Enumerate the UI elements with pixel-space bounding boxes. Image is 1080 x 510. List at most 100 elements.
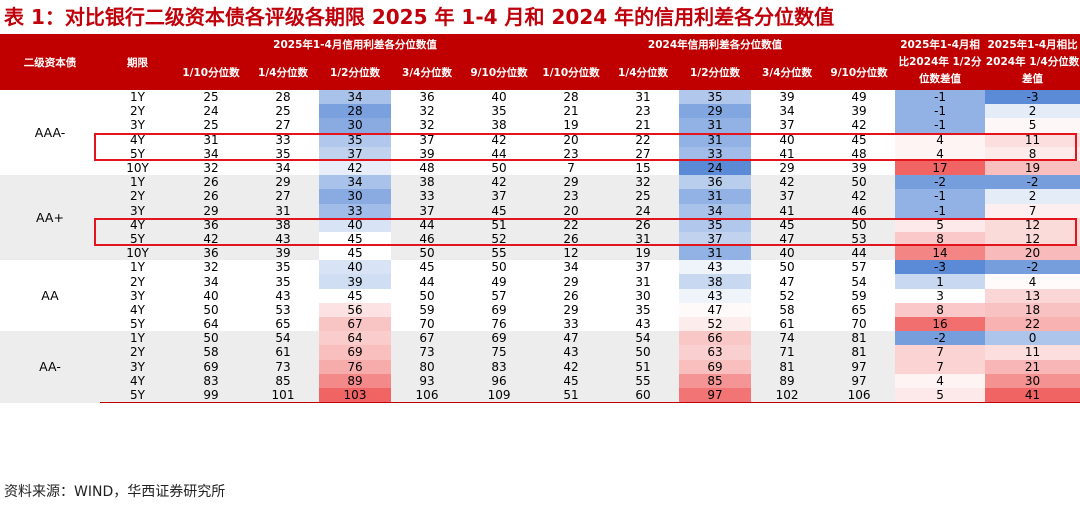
value-cell: 41 bbox=[779, 146, 795, 161]
header-subcol: 1/10分位数 bbox=[535, 54, 608, 90]
table-row: 2Y 34 35 39 44 49 29 31 38 47 54 1 4 bbox=[0, 274, 1080, 289]
value-cell: 48 bbox=[419, 161, 435, 176]
value-cell: 50 bbox=[823, 217, 896, 232]
value-cell: 34 bbox=[275, 161, 291, 176]
diff-median-cell: 1 bbox=[895, 274, 986, 289]
value-cell: 50 bbox=[491, 260, 507, 275]
value-cell: 19 bbox=[607, 246, 680, 261]
value-cell: 106 bbox=[391, 387, 463, 404]
value-cell: 35 bbox=[491, 104, 507, 119]
value-cell: 33 bbox=[275, 132, 291, 147]
diff-quarter-cell: 8 bbox=[985, 146, 1080, 161]
value-cell: 53 bbox=[275, 302, 291, 317]
diff-quarter-cell: 2 bbox=[985, 189, 1080, 204]
value-cell: 34 bbox=[679, 203, 752, 218]
header-term: 期限 bbox=[100, 34, 175, 90]
value-cell: 61 bbox=[247, 345, 319, 360]
value-cell: 93 bbox=[391, 373, 463, 388]
value-cell: 26 bbox=[535, 231, 608, 247]
value-cell: 7 bbox=[567, 161, 575, 176]
value-cell: 64 bbox=[203, 317, 219, 332]
value-cell: 109 bbox=[463, 387, 536, 404]
credit-spread-table: 二级资本债 期限 2025年1-4月信用利差各分位数值 2024年信用利差各分位… bbox=[0, 34, 1080, 404]
diff-median-cell: 14 bbox=[895, 246, 986, 261]
term-cell: 2Y bbox=[100, 189, 175, 204]
table-header: 二级资本债 期限 2025年1-4月信用利差各分位数值 2024年信用利差各分位… bbox=[0, 34, 1080, 90]
value-cell: 50 bbox=[391, 246, 463, 261]
value-cell: 45 bbox=[851, 132, 867, 147]
value-cell: 37 bbox=[751, 189, 824, 204]
value-cell: 45 bbox=[535, 373, 608, 388]
value-cell: 73 bbox=[247, 359, 319, 374]
value-cell: 50 bbox=[491, 161, 507, 176]
value-cell: 45 bbox=[463, 203, 536, 218]
value-cell: 20 bbox=[563, 132, 579, 147]
value-cell: 70 bbox=[419, 317, 435, 332]
value-cell: 43 bbox=[535, 345, 608, 360]
value-cell: 44 bbox=[823, 246, 896, 261]
value-cell: 54 bbox=[607, 331, 680, 346]
diff-quarter-cell: 12 bbox=[985, 231, 1080, 247]
value-cell: 34 bbox=[319, 90, 391, 105]
header-subcol: 3/4分位数 bbox=[391, 54, 463, 90]
value-cell: 50 bbox=[175, 331, 247, 346]
diff-median-cell: -1 bbox=[895, 203, 986, 218]
term-cell: 10Y bbox=[100, 246, 175, 261]
value-cell: 31 bbox=[247, 203, 319, 218]
value-cell: 54 bbox=[247, 331, 319, 346]
value-cell: 23 bbox=[635, 104, 651, 119]
rating-group-3: AA- 1Y 50 54 64 67 69 47 54 66 74 81 -2 0 2Y 58 61 69 73 75… bbox=[0, 331, 1080, 404]
diff-median-cell: -1 bbox=[895, 90, 986, 105]
diff-median-cell: 8 bbox=[895, 302, 986, 317]
value-cell: 69 bbox=[463, 331, 536, 346]
value-cell: 39 bbox=[851, 104, 867, 119]
value-cell: 80 bbox=[391, 359, 463, 374]
table-row: 2Y 26 27 30 33 37 23 25 31 37 42 -1 2 bbox=[0, 189, 1080, 204]
value-cell: 15 bbox=[635, 161, 651, 176]
value-cell: 37 bbox=[635, 260, 651, 275]
diff-quarter-cell: 7 bbox=[985, 203, 1080, 218]
value-cell: 29 bbox=[175, 203, 247, 218]
value-cell: 69 bbox=[491, 302, 507, 317]
value-cell: 45 bbox=[319, 231, 391, 247]
term-cell: 5Y bbox=[100, 231, 175, 247]
table-row: 2Y 58 61 69 73 75 43 50 63 71 81 7 11 bbox=[0, 345, 1080, 360]
value-cell: 85 bbox=[247, 373, 319, 388]
value-cell: 89 bbox=[319, 373, 391, 388]
value-cell: 37 bbox=[391, 203, 463, 218]
value-cell: 37 bbox=[419, 132, 435, 147]
value-cell: 96 bbox=[463, 373, 536, 388]
value-cell: 27 bbox=[635, 146, 651, 161]
header-subcol: 1/4分位数 bbox=[247, 54, 319, 90]
value-cell: 97 bbox=[823, 373, 896, 388]
value-cell: 38 bbox=[679, 274, 752, 289]
value-cell: 99 bbox=[175, 387, 247, 404]
diff-median-cell: 8 bbox=[895, 231, 986, 247]
value-cell: 21 bbox=[635, 118, 651, 133]
diff-median-cell: 4 bbox=[895, 373, 986, 388]
value-cell: 58 bbox=[779, 302, 795, 317]
value-cell: 33 bbox=[679, 146, 752, 161]
table-row: 5Y 34 35 37 39 44 23 27 33 41 48 4 8 bbox=[0, 146, 1080, 161]
value-cell: 55 bbox=[607, 373, 680, 388]
value-cell: 50 bbox=[779, 260, 795, 275]
value-cell: 40 bbox=[779, 132, 795, 147]
header-diff-median: 2025年1-4月相比2024年 1/2分位数差值 bbox=[895, 34, 986, 90]
value-cell: 39 bbox=[419, 146, 435, 161]
value-cell: 63 bbox=[679, 345, 752, 360]
term-cell: 1Y bbox=[100, 175, 175, 190]
value-cell: 57 bbox=[851, 260, 867, 275]
diff-median-cell: -1 bbox=[895, 104, 986, 119]
value-cell: 69 bbox=[679, 359, 752, 374]
value-cell: 33 bbox=[319, 203, 391, 218]
table-row: 3Y 69 73 76 80 83 42 51 69 81 97 7 21 bbox=[0, 359, 1080, 374]
value-cell: 20 bbox=[535, 203, 608, 218]
value-cell: 30 bbox=[319, 118, 391, 133]
term-cell: 5Y bbox=[100, 387, 175, 404]
value-cell: 27 bbox=[247, 189, 319, 204]
value-cell: 39 bbox=[779, 90, 795, 105]
value-cell: 25 bbox=[275, 104, 291, 119]
value-cell: 44 bbox=[491, 146, 507, 161]
term-cell: 3Y bbox=[100, 203, 175, 218]
value-cell: 28 bbox=[319, 104, 391, 119]
